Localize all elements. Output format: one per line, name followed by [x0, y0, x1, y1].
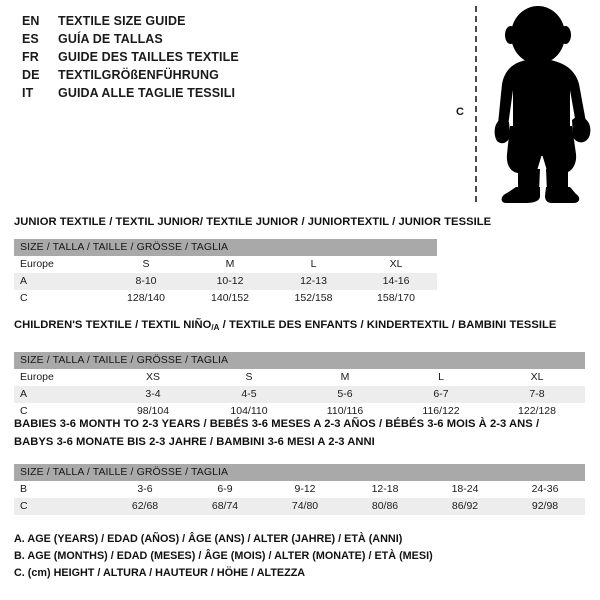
cell: M — [188, 256, 272, 273]
babies-band-label: SIZE / TALLA / TAILLE / GRÖSSE / TAGLIA — [14, 464, 585, 481]
legend-block: A. AGE (YEARS) / EDAD (AÑOS) / ÂGE (ANS)… — [14, 531, 584, 582]
cell: 5-6 — [297, 386, 393, 403]
cell: 62/68 — [105, 498, 185, 515]
cell: 24-36 — [505, 481, 585, 498]
cell: 128/140 — [104, 290, 188, 307]
table-row: A 8-10 10-12 12-13 14-16 — [14, 273, 438, 290]
cell: 158/170 — [355, 290, 438, 307]
cell: 12-18 — [345, 481, 425, 498]
row-label: B — [14, 481, 105, 498]
table-row: C 62/68 68/74 74/80 80/86 86/92 92/98 — [14, 498, 585, 515]
cell: L — [272, 256, 355, 273]
row-label: Europe — [14, 369, 105, 386]
table-row: A 3-4 4-5 5-6 6-7 7-8 — [14, 386, 586, 403]
cell: 140/152 — [188, 290, 272, 307]
row-label: A — [14, 273, 104, 290]
language-title: GUÍA DE TALLAS — [58, 32, 163, 46]
language-title: GUIDE DES TAILLES TEXTILE — [58, 50, 239, 64]
children-size-table: SIZE / TALLA / TAILLE / GRÖSSE / TAGLIA … — [14, 352, 586, 420]
section-title-babies-line1: BABIES 3-6 MONTH TO 2-3 YEARS / BEBÉS 3-… — [14, 418, 540, 430]
language-code: IT — [22, 86, 34, 100]
baby-silhouette-icon — [494, 6, 591, 203]
cell: 152/158 — [272, 290, 355, 307]
cell: 86/92 — [425, 498, 505, 515]
table-row: C 98/104 104/110 110/116 116/122 122/128 — [14, 403, 586, 420]
children-title-rest: / TEXTILE DES ENFANTS / KINDERTEXTIL / B… — [219, 319, 557, 331]
height-measure-label: C — [456, 106, 464, 118]
cell: 4-5 — [201, 386, 297, 403]
table-row: B 3-6 6-9 9-12 12-18 18-24 24-36 — [14, 481, 585, 498]
cell: 98/104 — [105, 403, 201, 420]
language-title: TEXTILGRÖßENFÜHRUNG — [58, 68, 219, 82]
cell: 12-13 — [272, 273, 355, 290]
language-code: FR — [22, 50, 39, 64]
cell: XL — [355, 256, 438, 273]
cell: 116/122 — [393, 403, 489, 420]
row-label: Europe — [14, 256, 104, 273]
cell: L — [393, 369, 489, 386]
cell: 110/116 — [297, 403, 393, 420]
section-title-children: CHILDREN'S TEXTILE / TEXTIL NIÑO/A / TEX… — [14, 319, 557, 332]
cell: 8-10 — [104, 273, 188, 290]
legend-line-c: C. (cm) HEIGHT / ALTURA / HAUTEUR / HÖHE… — [14, 567, 306, 579]
cell: 6-7 — [393, 386, 489, 403]
height-dashed-line-icon — [475, 6, 477, 202]
cell: 122/128 — [489, 403, 586, 420]
language-title-block: EN TEXTILE SIZE GUIDE ES GUÍA DE TALLAS … — [22, 12, 422, 102]
cell: 74/80 — [265, 498, 345, 515]
row-label: C — [14, 498, 105, 515]
language-row-fr: FR GUIDE DES TAILLES TEXTILE — [22, 48, 422, 66]
legend-line-a: A. AGE (YEARS) / EDAD (AÑOS) / ÂGE (ANS)… — [14, 533, 403, 545]
cell: S — [104, 256, 188, 273]
cell: 14-16 — [355, 273, 438, 290]
table-row: C 128/140 140/152 152/158 158/170 — [14, 290, 438, 307]
cell: S — [201, 369, 297, 386]
cell: 3-4 — [105, 386, 201, 403]
language-row-es: ES GUÍA DE TALLAS — [22, 30, 422, 48]
language-title: GUIDA ALLE TAGLIE TESSILI — [58, 86, 236, 100]
cell: 92/98 — [505, 498, 585, 515]
cell: 68/74 — [185, 498, 265, 515]
language-code: EN — [22, 14, 40, 28]
table-row: Europe XS S M L XL — [14, 369, 586, 386]
table-band-row: SIZE / TALLA / TAILLE / GRÖSSE / TAGLIA — [14, 352, 586, 369]
row-label: A — [14, 386, 105, 403]
table-band-row: SIZE / TALLA / TAILLE / GRÖSSE / TAGLIA — [14, 239, 438, 256]
section-title-junior: JUNIOR TEXTILE / TEXTIL JUNIOR/ TEXTILE … — [14, 216, 492, 228]
cell: 9-12 — [265, 481, 345, 498]
cell: 6-9 — [185, 481, 265, 498]
cell: XL — [489, 369, 586, 386]
cell: 7-8 — [489, 386, 586, 403]
language-row-en: EN TEXTILE SIZE GUIDE — [22, 12, 422, 30]
language-row-it: IT GUIDA ALLE TAGLIE TESSILI — [22, 84, 422, 102]
table-row: Europe S M L XL — [14, 256, 438, 273]
language-code: ES — [22, 32, 39, 46]
cell: XS — [105, 369, 201, 386]
cell: 3-6 — [105, 481, 185, 498]
cell: 104/110 — [201, 403, 297, 420]
row-label: C — [14, 403, 105, 420]
language-title: TEXTILE SIZE GUIDE — [58, 14, 186, 28]
children-band-label: SIZE / TALLA / TAILLE / GRÖSSE / TAGLIA — [14, 352, 586, 369]
babies-size-table: SIZE / TALLA / TAILLE / GRÖSSE / TAGLIA … — [14, 464, 585, 515]
section-title-babies-line2: BABYS 3-6 MONATE BIS 2-3 JAHRE / BAMBINI… — [14, 436, 375, 448]
cell: M — [297, 369, 393, 386]
children-title-sub: /A — [211, 323, 220, 332]
legend-line-b: B. AGE (MONTHS) / EDAD (MESES) / ÂGE (MO… — [14, 550, 433, 562]
cell: 10-12 — [188, 273, 272, 290]
junior-size-table: SIZE / TALLA / TAILLE / GRÖSSE / TAGLIA … — [14, 239, 438, 307]
row-label: C — [14, 290, 104, 307]
junior-band-label: SIZE / TALLA / TAILLE / GRÖSSE / TAGLIA — [14, 239, 438, 256]
cell: 18-24 — [425, 481, 505, 498]
height-measurement-figure: C — [440, 0, 600, 210]
language-row-de: DE TEXTILGRÖßENFÜHRUNG — [22, 66, 422, 84]
language-code: DE — [22, 68, 40, 82]
children-title-main: CHILDREN'S TEXTILE / TEXTIL NIÑO — [14, 319, 212, 331]
table-band-row: SIZE / TALLA / TAILLE / GRÖSSE / TAGLIA — [14, 464, 585, 481]
cell: 80/86 — [345, 498, 425, 515]
